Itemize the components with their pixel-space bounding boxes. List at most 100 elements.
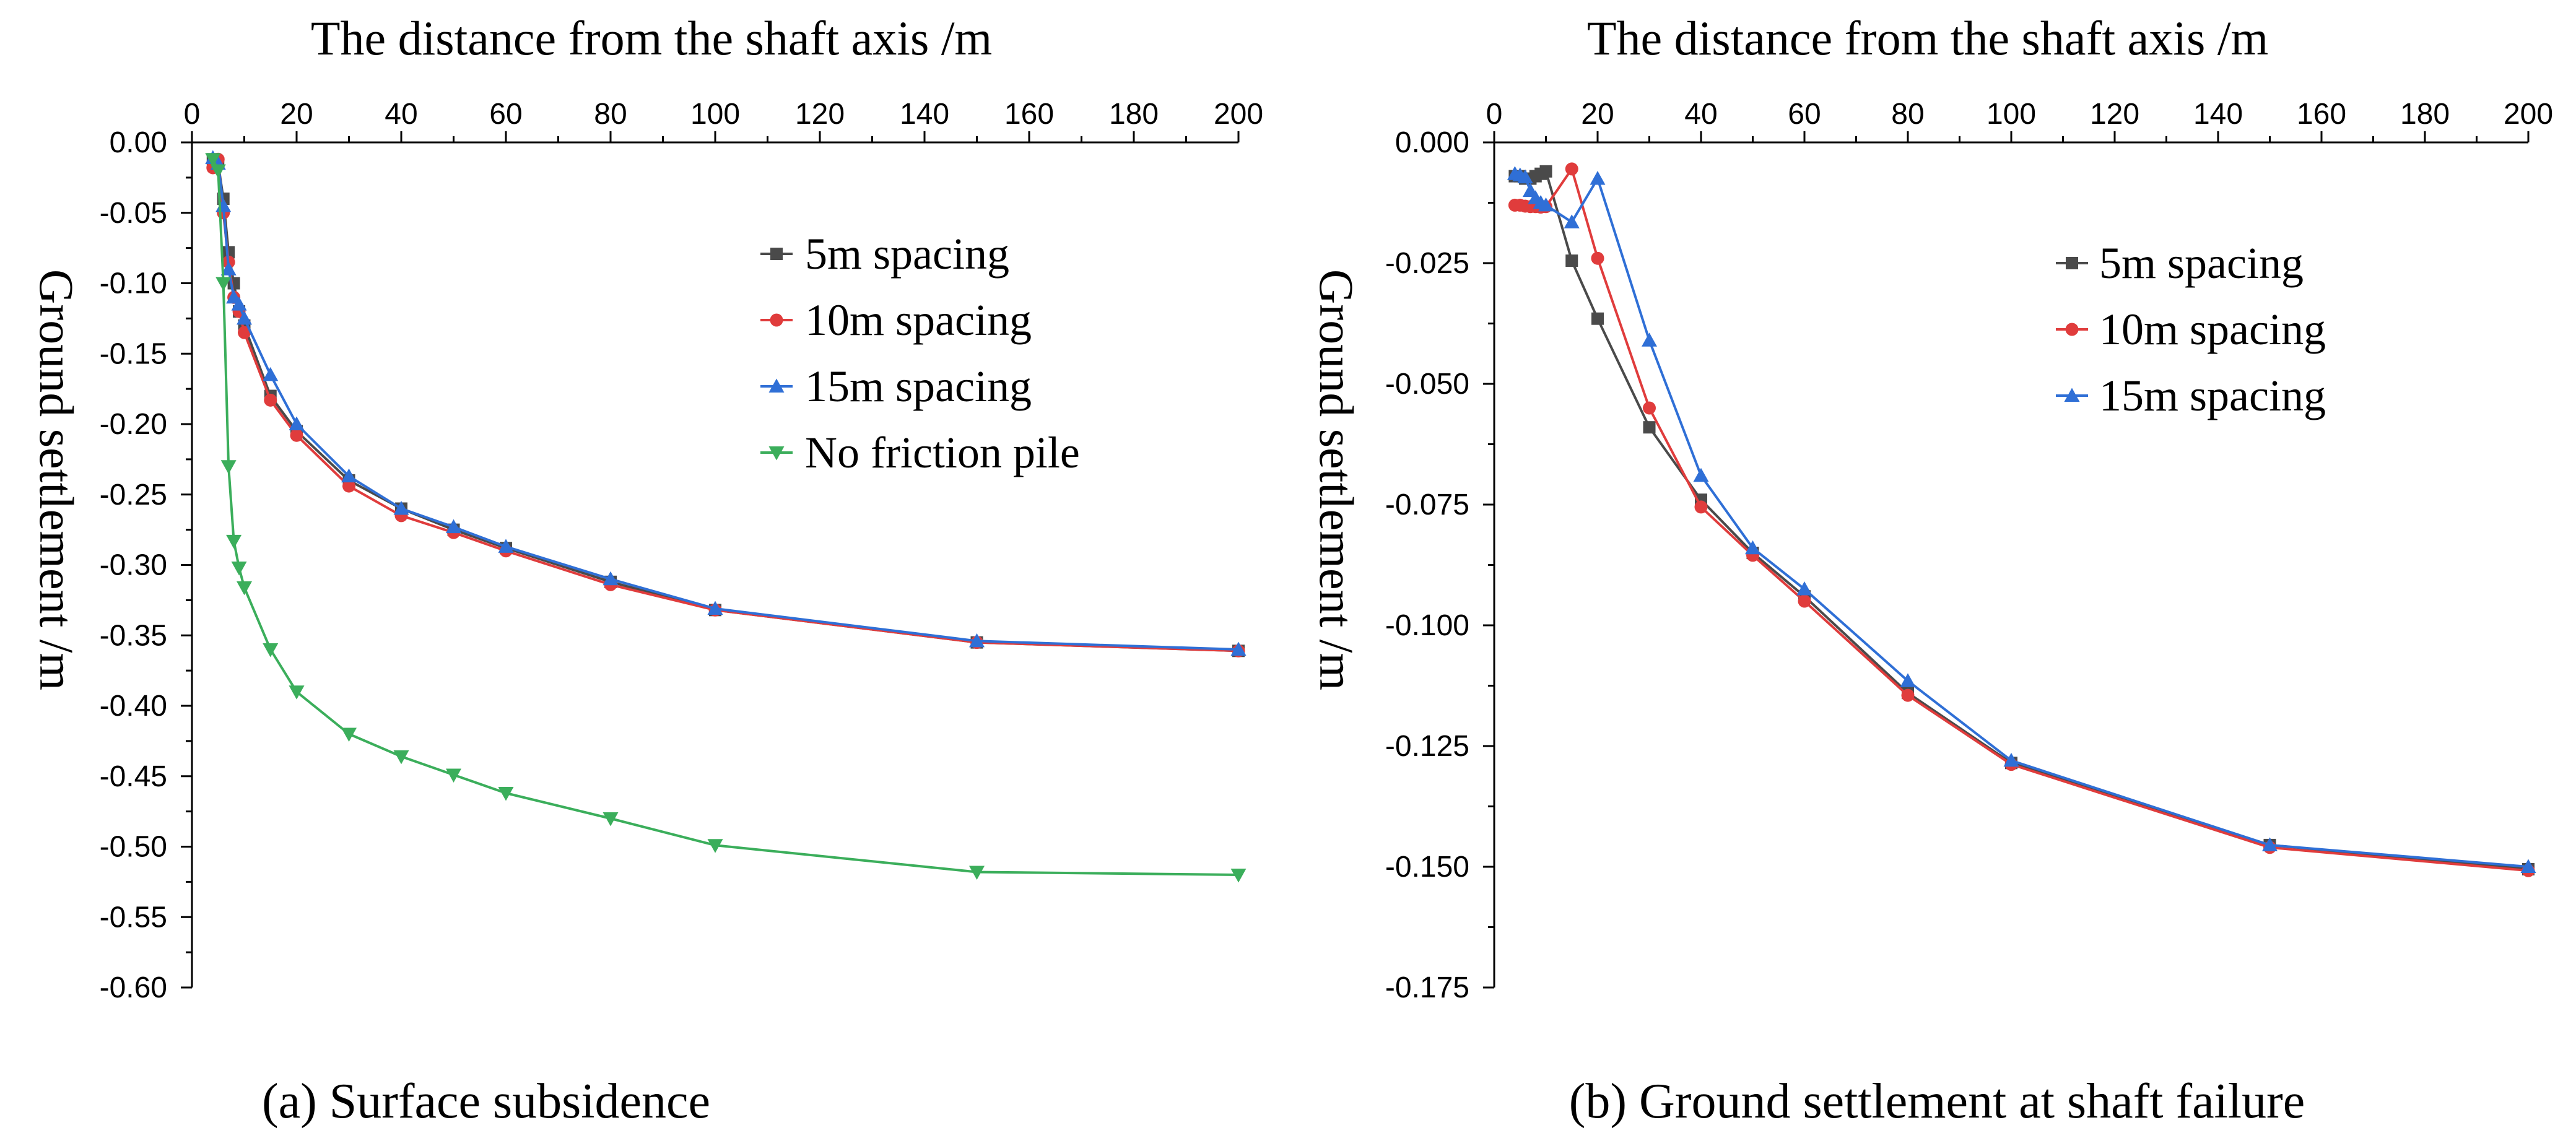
chart-b-legend-item: 15m spacing xyxy=(2056,371,2326,420)
chart-a-x-tick-label: 40 xyxy=(385,98,417,131)
chart-surface-subsidence: The distance from the shaft axis /m Grou… xyxy=(30,11,1263,1129)
chart-a-legend-swatch-marker xyxy=(770,313,783,327)
chart-b-x-tick-label: 140 xyxy=(2193,98,2243,131)
chart-a-x-tick-label: 140 xyxy=(900,98,949,131)
chart-b-data-point xyxy=(1643,421,1656,434)
chart-b-data-point xyxy=(1901,688,1915,702)
chart-b-data-point xyxy=(1539,165,1552,178)
chart-a-x-tick-label: 180 xyxy=(1109,98,1159,131)
chart-b-data-point xyxy=(1643,401,1656,415)
chart-a-series-5m-spacing xyxy=(206,153,1245,658)
chart-a-data-point xyxy=(263,367,279,381)
chart-a-data-point xyxy=(707,839,723,853)
chart-a-y-axis-title: Ground settlement /m xyxy=(30,269,84,690)
chart-b-series-15m-spacing xyxy=(1507,166,2536,873)
chart-a-data-point xyxy=(226,534,242,549)
chart-b-legend-item: 5m spacing xyxy=(2056,238,2304,288)
chart-b-legend-label: 10m spacing xyxy=(2099,305,2326,354)
chart-a-data-point xyxy=(290,428,303,442)
chart-a-data-point xyxy=(1230,641,1247,656)
chart-a-legend-item: 5m spacing xyxy=(760,229,1009,279)
chart-b-x-tick-label: 0 xyxy=(1486,98,1503,131)
chart-a-x-tick-label: 160 xyxy=(1004,98,1054,131)
chart-a-data-point xyxy=(446,768,461,783)
chart-b-axes xyxy=(1483,131,2530,989)
chart-a-y-tick-label: -0.55 xyxy=(100,901,167,934)
chart-b-y-tick-label: -0.075 xyxy=(1385,488,1469,521)
chart-b-data-point xyxy=(1591,251,1604,265)
chart-a-series-15m-spacing xyxy=(205,150,1247,656)
chart-a-data-point xyxy=(220,261,237,276)
chart-a-data-point xyxy=(231,562,247,576)
chart-a-data-point xyxy=(237,581,252,596)
chart-a-x-tick-label: 0 xyxy=(184,98,201,131)
chart-b-y-tick-label: -0.100 xyxy=(1385,609,1469,642)
chart-a-legend-label: No friction pile xyxy=(805,428,1080,477)
chart-a-data-point xyxy=(215,277,232,291)
chart-a-x-tick-label: 80 xyxy=(594,98,627,131)
chart-b-data-point xyxy=(1693,467,1709,482)
chart-a-y-tick-label: -0.45 xyxy=(100,760,167,793)
chart-b-data-point xyxy=(1694,500,1708,514)
chart-a-data-point xyxy=(498,787,514,801)
chart-b-x-tick-label: 40 xyxy=(1684,98,1717,131)
chart-a-data-point xyxy=(210,164,226,178)
chart-a-series-line xyxy=(212,158,1239,653)
chart-a-y-tick-label: -0.40 xyxy=(100,690,167,723)
chart-a-x-tick-label: 20 xyxy=(280,98,313,131)
chart-b-data-point xyxy=(1745,540,1760,555)
chart-b-y-tick-label: -0.050 xyxy=(1385,368,1469,401)
chart-a-series-line xyxy=(212,158,1239,653)
chart-b-y-tick-label: -0.025 xyxy=(1385,247,1469,280)
chart-a-series-line xyxy=(211,158,1239,876)
chart-a-data-point xyxy=(341,468,357,483)
chart-b-x-tick-label: 160 xyxy=(2297,98,2346,131)
chart-a-x-tick-label: 60 xyxy=(489,98,522,131)
chart-a-y-tick-label: -0.20 xyxy=(100,408,167,441)
chart-a-legend-label: 5m spacing xyxy=(805,229,1009,279)
chart-b-data-point xyxy=(1564,214,1580,228)
chart-b-x-tick-label: 80 xyxy=(1891,98,1924,131)
chart-a-data-point xyxy=(498,539,514,553)
chart-b-x-axis-title: The distance from the shaft axis /m xyxy=(1587,11,2268,65)
chart-a-series-group xyxy=(205,150,1247,883)
chart-b-legend-item: 10m spacing xyxy=(2056,305,2326,354)
chart-a-data-point xyxy=(393,501,409,515)
chart-a-x-tick-labels: 0 20 40 60 80 100 120 140 160 180 200 xyxy=(184,98,1263,131)
chart-a-axes xyxy=(181,131,1240,989)
chart-a-series-10m-spacing xyxy=(206,152,1245,658)
chart-a-legend: 5m spacing 10m spacing 15m spacing No frict… xyxy=(760,229,1080,477)
chart-a-legend-label: 15m spacing xyxy=(805,362,1032,411)
chart-b-x-tick-label: 120 xyxy=(2090,98,2139,131)
chart-b-caption: (b) Ground settlement at shaft failure xyxy=(1569,1074,2305,1129)
chart-a-x-tick-label: 120 xyxy=(795,98,845,131)
chart-shaft-failure-settlement: The distance from the shaft axis /m Grou… xyxy=(1310,11,2553,1129)
chart-b-series-10m-spacing xyxy=(1508,162,2535,877)
chart-b-y-tick-labels: 0.000 -0.025 -0.050 -0.075 -0.100 -0.125 -0.15… xyxy=(1385,126,1469,1004)
chart-a-x-axis-title: The distance from the shaft axis /m xyxy=(311,11,992,65)
chart-b-legend-label: 15m spacing xyxy=(2099,371,2326,420)
chart-a-legend-item: No friction pile xyxy=(760,428,1080,477)
chart-b-x-tick-labels: 0 20 40 60 80 100 120 140 160 180 200 xyxy=(1486,98,2553,131)
chart-a-data-point xyxy=(1230,869,1247,883)
chart-b-y-tick-label: -0.125 xyxy=(1385,730,1469,763)
chart-a-legend-swatch-marker xyxy=(768,446,785,461)
chart-b-data-point xyxy=(1796,581,1812,596)
chart-b-data-point xyxy=(2262,837,2278,851)
chart-a-legend-label: 10m spacing xyxy=(805,295,1032,345)
chart-a-data-point xyxy=(289,416,305,430)
chart-a-data-point xyxy=(205,153,221,167)
chart-a-data-point xyxy=(263,643,279,658)
chart-b-y-tick-label: -0.175 xyxy=(1385,971,1469,1004)
chart-a-y-tick-label: -0.50 xyxy=(100,831,167,864)
chart-a-data-point xyxy=(342,479,355,493)
chart-a-y-tick-label: -0.25 xyxy=(100,479,167,511)
chart-a-y-tick-label: -0.15 xyxy=(100,337,167,370)
chart-b-data-point xyxy=(1590,171,1606,185)
chart-b-series-line xyxy=(1514,172,2529,868)
chart-b-data-point xyxy=(1642,332,1657,347)
chart-a-legend-swatch-marker xyxy=(770,248,783,260)
chart-b-legend: 5m spacing 10m spacing 15m spacing xyxy=(2056,238,2326,420)
chart-b-data-point xyxy=(1565,162,1578,176)
chart-a-legend-swatch-marker xyxy=(768,378,785,393)
